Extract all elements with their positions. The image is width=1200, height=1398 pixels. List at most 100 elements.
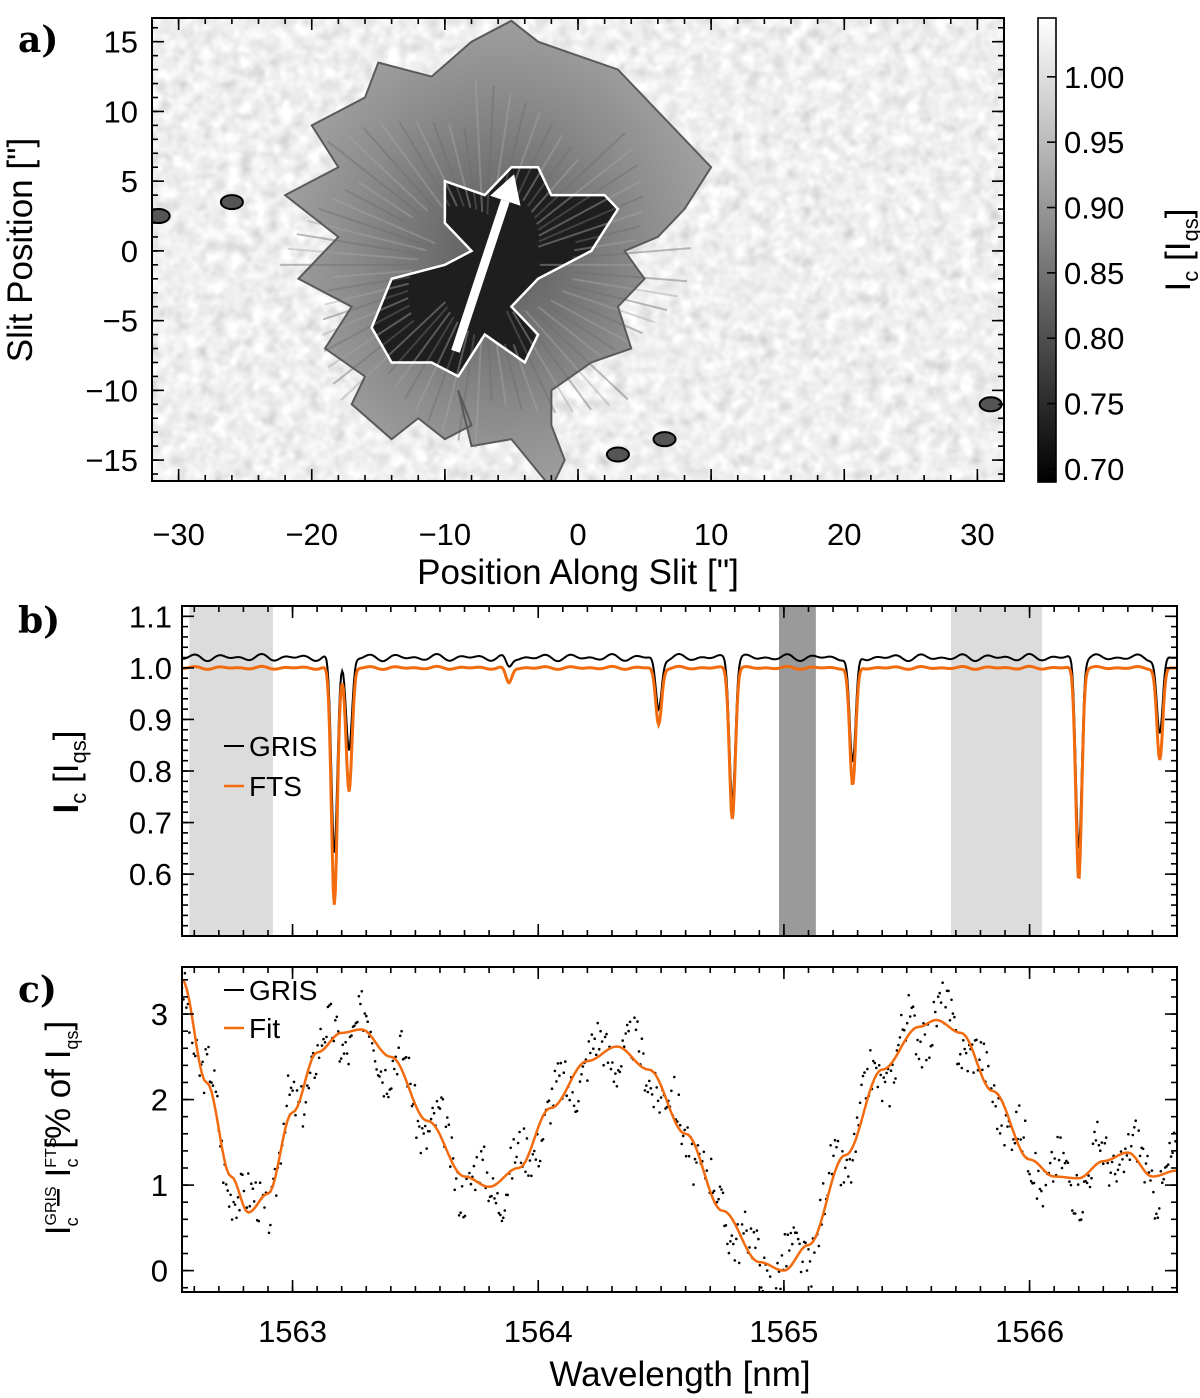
gris-residual-point: [849, 1181, 853, 1184]
small-contour: [605, 446, 630, 463]
gris-residual-point: [712, 1189, 716, 1193]
gris-residual-point: [646, 1090, 650, 1094]
gris-residual-point: [384, 1068, 387, 1072]
gris-residual-point: [338, 1060, 342, 1063]
gris-residual-point: [656, 1099, 660, 1103]
gris-residual-point: [752, 1230, 756, 1234]
gris-residual-point: [786, 1233, 790, 1236]
gris-residual-point: [236, 1196, 240, 1199]
gris-residual-point: [987, 1064, 990, 1068]
panel-label-c: c): [18, 969, 57, 1011]
gris-residual-point: [885, 1071, 888, 1075]
penumbral-filament: [538, 179, 642, 237]
gris-residual-point: [628, 1020, 632, 1024]
penumbral-filament: [457, 334, 476, 441]
gris-residual-point: [795, 1231, 798, 1235]
gris-residual-point: [468, 1171, 471, 1175]
gris-residual-point: [449, 1165, 452, 1168]
penumbral-filament: [287, 247, 419, 261]
gris-residual-point: [603, 1035, 607, 1039]
gris-residual-point: [749, 1227, 753, 1230]
penumbral-filament: [358, 181, 414, 219]
gris-residual-point: [1084, 1179, 1087, 1183]
gris-residual-point: [365, 1014, 368, 1018]
gris-residual-point: [398, 1034, 402, 1038]
gris-residual-point: [359, 1002, 362, 1006]
gris-residual-point: [705, 1169, 709, 1172]
gris-residual-point: [1029, 1179, 1033, 1183]
ytick-label-b: 0.7: [129, 806, 172, 841]
gris-residual-point: [503, 1209, 507, 1212]
gris-residual-point: [263, 1206, 266, 1209]
gris-residual-point: [415, 1136, 418, 1139]
gris-residual-point: [267, 1231, 271, 1235]
gris-residual-point: [1034, 1151, 1037, 1155]
penumbral-filament: [340, 301, 447, 401]
gris-residual-point: [978, 1058, 981, 1061]
gris-residual-point: [308, 1071, 312, 1075]
gris-residual-point: [854, 1150, 857, 1153]
penumbral-filament: [533, 132, 626, 219]
gris-residual-point: [1141, 1147, 1145, 1151]
gris-residual-point: [357, 994, 361, 998]
gris-residual-point: [524, 1170, 527, 1174]
gris-residual-point: [487, 1199, 490, 1203]
gris-residual-point: [400, 1029, 403, 1033]
gris-residual-point: [645, 1084, 648, 1087]
gris-residual-point: [572, 1104, 576, 1108]
series-fts-spectrum: [182, 664, 1177, 905]
penumbral-filament: [403, 316, 455, 400]
gris-residual-point: [320, 1044, 324, 1047]
gris-residual-point: [257, 1219, 261, 1223]
gris-residual-point: [861, 1074, 865, 1078]
gris-residual-point: [957, 1062, 961, 1065]
gris-residual-point: [1146, 1154, 1149, 1158]
gris-residual-point: [227, 1205, 231, 1208]
gris-residual-point: [1100, 1141, 1104, 1144]
gris-residual-point: [655, 1086, 658, 1089]
gris-residual-point: [537, 1164, 540, 1168]
gris-residual-point: [1056, 1135, 1059, 1139]
gris-residual-point: [941, 981, 944, 984]
gris-residual-point: [419, 1151, 423, 1155]
gris-residual-point: [1051, 1180, 1055, 1183]
gris-residual-point: [316, 1044, 319, 1047]
gris-residual-point: [950, 998, 953, 1002]
gris-residual-point: [724, 1224, 728, 1227]
gris-residual-point: [648, 1079, 651, 1083]
ytick-label-b: 1.0: [129, 651, 172, 686]
gris-residual-point: [1059, 1136, 1062, 1139]
gris-residual-point: [892, 1081, 896, 1084]
penumbral-filament: [441, 330, 470, 432]
ytick-label-b: 0.8: [129, 754, 172, 789]
gris-residual-point: [210, 1081, 213, 1084]
gris-residual-point: [369, 1030, 373, 1034]
panel-c-frame: [181, 966, 1178, 1293]
gris-residual-point: [922, 1022, 925, 1025]
gris-residual-point: [1131, 1133, 1135, 1137]
gris-residual-point: [232, 1200, 235, 1204]
gris-residual-point: [587, 1040, 591, 1043]
gris-residual-point: [590, 1033, 594, 1036]
gris-residual-point: [745, 1229, 748, 1232]
gris-residual-point: [564, 1060, 567, 1063]
gris-residual-point: [247, 1172, 250, 1175]
gris-residual-point: [808, 1260, 812, 1263]
gris-residual-point: [916, 1038, 919, 1042]
gris-residual-point: [686, 1126, 689, 1129]
xtick-label-a: −10: [419, 517, 472, 552]
gris-residual-point: [497, 1211, 501, 1215]
gris-residual-point: [413, 1083, 417, 1087]
gris-residual-point: [776, 1261, 779, 1265]
gris-residual-point: [1000, 1124, 1003, 1127]
gris-residual-point: [959, 1052, 962, 1056]
gris-residual-point: [325, 1035, 328, 1039]
gris-residual-point: [269, 1223, 272, 1227]
gris-residual-point: [549, 1122, 552, 1125]
gris-residual-point: [681, 1134, 685, 1138]
gris-residual-point: [194, 1054, 197, 1058]
gris-residual-point: [796, 1237, 800, 1241]
gris-residual-point: [852, 1132, 856, 1136]
legend-c-fit: Fit: [249, 1013, 280, 1044]
gris-residual-point: [1041, 1204, 1045, 1208]
